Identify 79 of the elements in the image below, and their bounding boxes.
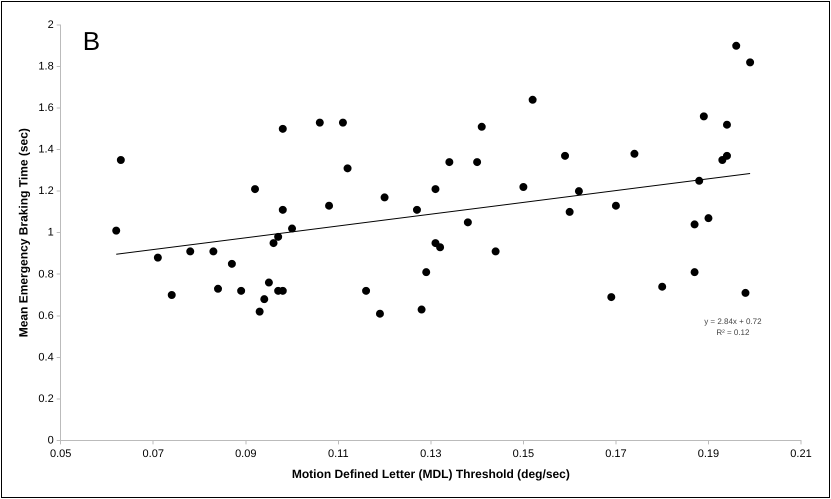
point: [492, 247, 500, 256]
y-tick-label: 0.6: [38, 310, 54, 322]
point: [607, 293, 616, 302]
point: [380, 193, 389, 202]
point: [658, 282, 666, 291]
point: [237, 286, 246, 295]
y-tick-label: 0.4: [38, 351, 54, 364]
annotation: R² = 0.12: [716, 328, 750, 338]
point: [260, 295, 268, 304]
point: [422, 268, 430, 276]
point: [528, 96, 537, 104]
point: [630, 150, 638, 158]
point: [209, 247, 218, 256]
point: [264, 278, 273, 287]
point: [732, 42, 740, 50]
point: [566, 208, 574, 216]
y-tick-label: 2: [48, 19, 54, 32]
y-tick-label: 1: [48, 226, 54, 239]
point: [154, 254, 162, 262]
point: [722, 120, 731, 129]
point: [274, 232, 282, 241]
point: [112, 226, 120, 235]
annotation: y = 2.84x + 0.72: [704, 317, 762, 326]
x-axis-title: Motion Defined Letter (MDL) Threshold (deg/sec): [292, 467, 570, 482]
point: [519, 183, 528, 192]
x-tick-label: 0.09: [235, 448, 256, 460]
point: [690, 268, 699, 276]
y-tick-label: 0: [48, 434, 54, 446]
point: [344, 164, 352, 172]
point: [228, 260, 236, 268]
point: [695, 176, 704, 185]
point: [214, 284, 222, 293]
point: [690, 220, 699, 228]
x-tick-label: 0.07: [142, 448, 164, 460]
point: [473, 158, 482, 166]
x-tick-label: 0.05: [50, 448, 72, 460]
point: [612, 202, 620, 210]
point: [412, 206, 421, 214]
y-tick-label: 0.2: [38, 392, 54, 405]
point: [251, 185, 260, 194]
x-tick-label: 0.15: [512, 448, 534, 460]
point: [278, 206, 287, 214]
x-tick-label: 0.17: [605, 448, 627, 460]
y-tick-label: 0.8: [38, 268, 54, 280]
point: [168, 291, 176, 300]
point: [561, 152, 570, 160]
point: [338, 118, 347, 127]
point: [288, 224, 296, 233]
point: [574, 187, 583, 196]
point: [431, 185, 440, 194]
point: [186, 247, 194, 256]
y-tick-label: 1.6: [38, 102, 54, 114]
point: [722, 152, 731, 160]
point: [376, 310, 384, 318]
x-tick-label: 0.21: [790, 448, 812, 460]
point: [464, 218, 472, 226]
point: [270, 239, 278, 248]
point: [746, 58, 754, 66]
x-tick-label: 0.13: [420, 448, 442, 460]
annotation: B: [82, 26, 100, 56]
point: [278, 124, 287, 133]
point: [445, 158, 454, 166]
point: [362, 286, 370, 295]
point: [256, 308, 264, 316]
y-tick-label: 1.8: [38, 60, 54, 73]
point: [316, 118, 324, 127]
x-tick-label: 0.19: [698, 448, 720, 460]
y-tick-label: 1.4: [38, 144, 54, 156]
point: [116, 156, 125, 164]
y-tick-label: 1.2: [38, 185, 54, 198]
point: [478, 122, 486, 131]
point: [704, 214, 712, 222]
point: [418, 306, 426, 314]
y-axis-title: Mean Emergency Braking Time (sec): [16, 128, 31, 338]
point: [325, 202, 334, 210]
point: [741, 288, 750, 297]
point: [436, 243, 444, 252]
point: [700, 112, 708, 120]
x-tick-label: 0.11: [328, 448, 349, 460]
